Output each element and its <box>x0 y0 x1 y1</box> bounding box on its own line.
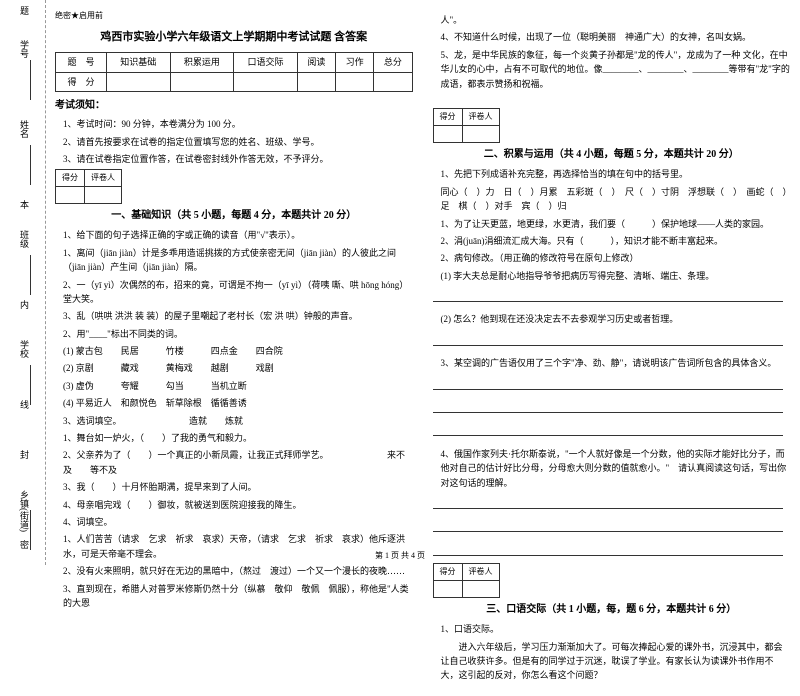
q1: 1、给下面的句子选择正确的字或正确的读音（用"√"表示）。 <box>55 228 413 242</box>
margin-line-2 <box>30 255 31 295</box>
score-cell[interactable] <box>297 72 335 91</box>
section3-title: 三、口语交际（共 1 小题，每，题 6 分，本题共计 6 分） <box>433 602 791 618</box>
q4c: 3、直到现在，希腊人对普罗米修斯仍然十分（纵慕 敬仰 敬佩 佩服），称他是"人类… <box>55 582 413 611</box>
q3c: 3、我（ ）十月怀胎期满，提早来到了人间。 <box>55 480 413 494</box>
score-cell[interactable] <box>234 72 298 91</box>
notice-item-2: 3、请在试卷指定位置作答，在试卷密封线外作答无效，不予评分。 <box>55 152 413 166</box>
margin-inner-0: 本 <box>18 200 31 209</box>
scorebox-blank[interactable] <box>433 581 462 598</box>
scorebox-blank[interactable] <box>462 581 499 598</box>
margin-label-3: 学校 <box>18 340 31 358</box>
s2q1b: 1、为了让天更蓝，地更绿，水更清，我们要（ ）保护地球——人类的家园。 <box>433 217 791 231</box>
main-content: 绝密★启用前 鸡西市实验小学六年级语文上学期期中考试试题 含答案 题 号 知识基… <box>0 0 800 696</box>
q2r1: (2) 京剧 藏戏 黄梅戏 越剧 戏剧 <box>55 361 413 375</box>
s2q1c: 2、涓(juān)涓细流汇成大海。只有（ ），知识才能不断丰富起来。 <box>433 234 791 248</box>
margin-inner-4: 密 <box>18 540 31 549</box>
table-score-row: 得 分 <box>56 72 413 91</box>
q1a: 1、离间（jiān jiàn）计是多乖用造谣挑拨的方式使亲密无间（jiān ji… <box>55 246 413 275</box>
margin-line-1 <box>30 145 31 185</box>
s2q1: 1、先把下列成语补充完整，再选择恰当的填在句中的括号里。 <box>433 167 791 181</box>
th-6: 总分 <box>374 53 412 72</box>
scorebox-blank[interactable] <box>85 187 122 204</box>
scorebox-c1: 得分 <box>56 170 85 187</box>
scorebox-blank[interactable] <box>462 126 499 143</box>
scorebox-c2: 评卷人 <box>85 170 122 187</box>
scorebox-c2: 评卷人 <box>462 109 499 126</box>
margin-top-char: 题 <box>18 6 31 15</box>
page-footer: 第 1 页 共 4 页 <box>0 550 800 561</box>
s3q1: 1、口语交际。 <box>433 622 791 636</box>
section-score-box: 得分评卷人 <box>55 169 122 204</box>
q3a: 1、舞台如一炉火，（ ）了我的勇气和毅力。 <box>55 431 413 445</box>
table-header-row: 题 号 知识基础 积累运用 口语交际 阅读 习作 总分 <box>56 53 413 72</box>
section2-title: 二、积累与运用（共 4 小题，每题 5 分，本题共计 20 分） <box>433 147 791 163</box>
margin-inner-2: 线 <box>18 400 31 409</box>
q4b: 2、没有火来照明，就只好在无边的黑暗中，（熬过 渡过）一个又一个漫长的夜晚…… <box>55 564 413 578</box>
scorebox-c2: 评卷人 <box>462 564 499 581</box>
margin-label-2: 班级 <box>18 230 31 248</box>
q2r0: (1) 蒙古包 民居 竹楼 四点金 四合院 <box>55 344 413 358</box>
score-cell[interactable] <box>106 72 170 91</box>
scorebox-c1: 得分 <box>433 109 462 126</box>
answer-line[interactable] <box>433 400 783 413</box>
answer-line[interactable] <box>433 333 783 346</box>
q3d: 4、母亲唱完戏（ ）御妆，就被送到医院迎接我的降生。 <box>55 498 413 512</box>
col2-l3: 5、龙，是中华民族的象征，每一个炎黄子孙都是"龙的传人"，龙成为了一种 文化，在… <box>433 48 791 91</box>
exam-title: 鸡西市实验小学六年级语文上学期期中考试试题 含答案 <box>55 29 413 47</box>
margin-inner-1: 内 <box>18 300 31 309</box>
th-5: 习作 <box>336 53 374 72</box>
col2-l2: 4、不知道什么时候，出现了一位（聪明美丽 神通广大）的女神，名叫女娲。 <box>433 30 791 44</box>
section2-score-box: 得分评卷人 <box>433 108 500 143</box>
section1-title: 一、基础知识（共 5 小题，每题 4 分，本题共计 20 分） <box>55 208 413 224</box>
scorebox-c1: 得分 <box>433 564 462 581</box>
binding-margin: 题 学号 姓名 本 班级 内 学校 线 封 乡镇(街道) 密 <box>0 0 46 565</box>
score-label: 得 分 <box>56 72 107 91</box>
s3q1a: 进入六年级后，学习压力渐渐加大了。可每次捧起心爱的课外书，沉浸其中，都会让自己收… <box>433 640 791 683</box>
right-column: 人"。 4、不知道什么时候，出现了一位（聪明美丽 神通广大）的女神，名叫女娲。 … <box>433 10 791 686</box>
th-3: 口语交际 <box>234 53 298 72</box>
score-cell[interactable] <box>336 72 374 91</box>
s2q4: 4、俄国作家列夫·托尔斯泰说，"一个人就好像是一个分数，他的实际才能好比分子，而… <box>433 447 791 490</box>
scorebox-blank[interactable] <box>56 187 85 204</box>
q1b: 2、一（yī yì）次偶然的布，招来的竟，可谓是不拘一（yī yì）（荷咦 嘶、… <box>55 278 413 307</box>
score-cell[interactable] <box>170 72 234 91</box>
score-summary-table: 题 号 知识基础 积累运用 口语交际 阅读 习作 总分 得 分 <box>55 52 413 92</box>
answer-line[interactable] <box>433 496 783 509</box>
th-4: 阅读 <box>297 53 335 72</box>
notice-title: 考试须知： <box>55 98 413 114</box>
q2: 2、用"____"标出不同类的词。 <box>55 327 413 341</box>
left-column: 绝密★启用前 鸡西市实验小学六年级语文上学期期中考试试题 含答案 题 号 知识基… <box>55 10 413 686</box>
q1c: 3、乱（哄哄 洪洪 装 装）的屋子里嘲起了老村长（宏 洪 哄）钟般的声音。 <box>55 309 413 323</box>
q2r3: (4) 平易近人 和颜悦色 斩草除根 循循善诱 <box>55 396 413 410</box>
notice-item-0: 1、考试时间：90 分钟，本卷满分为 100 分。 <box>55 117 413 131</box>
notice-item-1: 2、请首先按要求在试卷的指定位置填写您的姓名、班级、学号。 <box>55 135 413 149</box>
q4: 4、词填空。 <box>55 515 413 529</box>
answer-line[interactable] <box>433 377 783 390</box>
answer-line[interactable] <box>433 423 783 436</box>
th-1: 知识基础 <box>106 53 170 72</box>
s2q3: 3、某空调的广告语仅用了三个字"净、劲、静"，请说明该广告词所包含的具体含义。 <box>433 356 791 370</box>
th-2: 积累运用 <box>170 53 234 72</box>
col2-l1: 人"。 <box>433 13 791 27</box>
score-cell[interactable] <box>374 72 412 91</box>
margin-label-1: 姓名 <box>18 120 31 138</box>
th-0: 题 号 <box>56 53 107 72</box>
q3: 3、选词填空。 造就 炼就 <box>55 414 413 428</box>
margin-line-3 <box>30 365 31 405</box>
answer-line[interactable] <box>433 519 783 532</box>
s2q1a: 同心（ ）力 日（ ）月累 五彩斑（ ） 尺（ ）寸阴 浮想联（ ） 画蛇（ ）… <box>433 185 791 214</box>
section3-score-box: 得分评卷人 <box>433 563 500 598</box>
q3b: 2、父亲养为了（ ）一个真正的小新凤霞，让我正式拜师学艺。 来不及 等不及 <box>55 448 413 477</box>
q2r2: (3) 虚伪 夸耀 勾当 当机立断 <box>55 379 413 393</box>
s2q2a: (1) 李大夫总是耐心地指导爷爷把病历写得完整、清晰、端庄、条理。 <box>433 269 791 283</box>
answer-line[interactable] <box>433 289 783 302</box>
margin-inner-3: 封 <box>18 450 31 459</box>
scorebox-blank[interactable] <box>433 126 462 143</box>
s2q2: 2、病句修改。（用正确的修改符号在原句上修改） <box>433 251 791 265</box>
margin-line-0 <box>30 60 31 100</box>
s2q2b: (2) 怎么？他到现在还没决定去不去参观学习历史或者哲理。 <box>433 312 791 326</box>
secret-tag: 绝密★启用前 <box>55 10 413 23</box>
margin-label-0: 学号 <box>18 40 31 58</box>
